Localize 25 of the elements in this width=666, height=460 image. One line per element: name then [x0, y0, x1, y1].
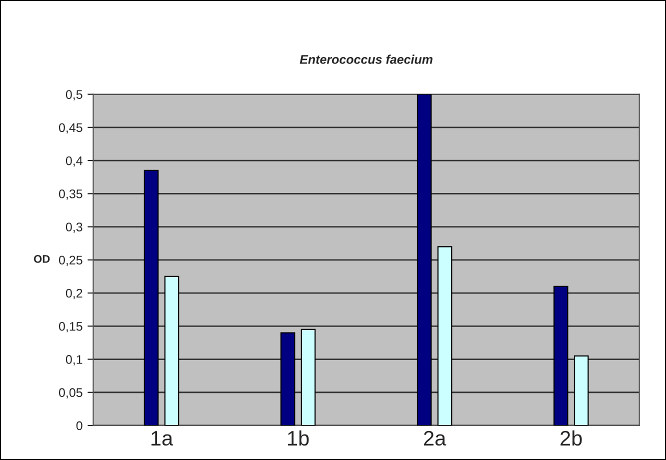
- x-tick-label: 2b: [560, 430, 582, 446]
- y-tick-label: 0,05: [58, 388, 82, 399]
- bar: [280, 332, 296, 426]
- y-tick-label: 0,2: [66, 288, 82, 300]
- bar: [416, 94, 432, 426]
- x-tick-label: 1b: [288, 430, 309, 446]
- y-tick-label: 0,3: [66, 222, 82, 233]
- x-tick-label: 2a: [424, 430, 446, 446]
- y-tick-label: 0,45: [58, 123, 82, 134]
- y-tick-label: 0,1: [66, 355, 82, 366]
- bar: [553, 286, 568, 426]
- y-tick-label: 0,5: [66, 90, 82, 100]
- bar: [574, 355, 589, 426]
- bar: [437, 246, 452, 426]
- bar: [164, 276, 180, 426]
- y-tick-label: 0,25: [58, 256, 82, 266]
- y-axis-title: OD: [34, 255, 50, 263]
- y-tick-label: 0,35: [58, 189, 82, 200]
- bar: [144, 170, 159, 426]
- chart-title: Enterococcus faecium: [300, 54, 432, 64]
- y-tick-label: 0: [76, 421, 82, 430]
- bar: [300, 328, 316, 426]
- y-tick-label: 0,15: [58, 322, 82, 332]
- x-tick-label: 1a: [152, 431, 174, 446]
- y-tick-label: 0,4: [66, 156, 82, 167]
